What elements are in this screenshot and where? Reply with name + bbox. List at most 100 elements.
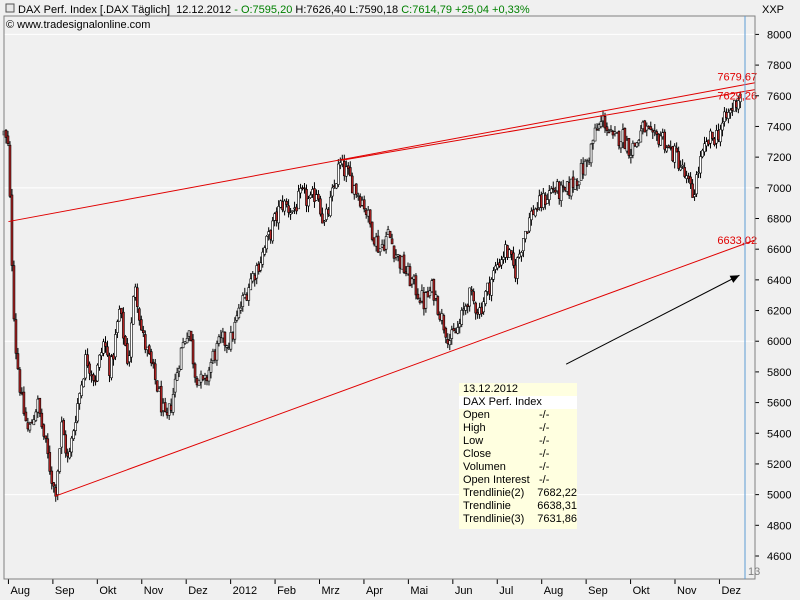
candle[interactable] [583, 158, 587, 176]
candle[interactable] [319, 195, 322, 217]
candle[interactable] [317, 190, 320, 202]
candle[interactable] [484, 289, 487, 307]
candle[interactable] [629, 148, 633, 164]
candle[interactable] [291, 210, 294, 214]
candle[interactable] [62, 418, 66, 436]
candle[interactable] [675, 142, 678, 153]
candle[interactable] [663, 129, 667, 154]
candle[interactable] [589, 143, 593, 167]
candle[interactable] [599, 115, 603, 129]
candle[interactable] [285, 198, 288, 208]
candle[interactable] [323, 220, 326, 226]
candle[interactable] [450, 325, 454, 345]
candle[interactable] [78, 392, 81, 410]
candle[interactable] [132, 295, 135, 325]
candle[interactable] [593, 123, 597, 142]
candle[interactable] [163, 397, 167, 413]
candle[interactable] [235, 310, 239, 323]
candle[interactable] [512, 246, 515, 269]
candle[interactable] [283, 199, 286, 216]
candle[interactable] [458, 318, 462, 334]
candle[interactable] [12, 260, 16, 322]
candle[interactable] [177, 365, 181, 378]
candle[interactable] [225, 344, 229, 354]
candle[interactable] [350, 172, 354, 194]
candle[interactable] [209, 358, 213, 379]
candle[interactable] [335, 183, 338, 190]
candle[interactable] [456, 320, 460, 335]
candle[interactable] [114, 329, 117, 361]
candle[interactable] [48, 445, 52, 475]
candle[interactable] [464, 303, 468, 315]
candle[interactable] [693, 189, 696, 201]
candle[interactable] [526, 231, 529, 235]
candle[interactable] [410, 277, 414, 288]
candle[interactable] [88, 361, 91, 381]
candle[interactable] [605, 122, 609, 136]
candle[interactable] [104, 336, 107, 353]
candle[interactable] [147, 344, 151, 355]
candle[interactable] [155, 380, 159, 393]
candle[interactable] [72, 429, 75, 441]
candle[interactable] [739, 91, 742, 109]
candle[interactable] [388, 230, 392, 239]
candle[interactable] [510, 250, 513, 261]
trendline[interactable] [54, 239, 756, 497]
candle[interactable] [623, 127, 627, 150]
candle[interactable] [181, 337, 185, 349]
candle[interactable] [695, 171, 698, 198]
candle[interactable] [679, 160, 682, 172]
candle[interactable] [603, 112, 607, 133]
candle[interactable] [701, 148, 704, 159]
candle[interactable] [52, 482, 56, 493]
candle[interactable] [617, 130, 621, 150]
candle[interactable] [86, 348, 89, 368]
candle[interactable] [136, 283, 139, 313]
candle[interactable] [74, 415, 77, 436]
candle[interactable] [631, 140, 635, 159]
candle[interactable] [549, 186, 553, 194]
candle[interactable] [667, 144, 670, 149]
candle[interactable] [70, 435, 73, 457]
candle[interactable] [124, 334, 127, 347]
candle[interactable] [547, 185, 551, 206]
candles[interactable] [2, 91, 742, 502]
candle[interactable] [191, 334, 195, 369]
candle[interactable] [418, 297, 422, 305]
candle[interactable] [591, 139, 595, 150]
candle[interactable] [729, 108, 732, 119]
candle[interactable] [534, 207, 537, 218]
candle[interactable] [699, 151, 702, 179]
candle[interactable] [128, 350, 131, 367]
candle[interactable] [307, 195, 310, 213]
candle[interactable] [203, 372, 207, 385]
candle[interactable] [118, 305, 121, 322]
candle[interactable] [82, 378, 85, 388]
candle[interactable] [490, 277, 493, 302]
candle[interactable] [84, 349, 87, 381]
candle[interactable] [655, 129, 659, 141]
candle[interactable] [659, 131, 663, 146]
candle[interactable] [553, 186, 557, 195]
candle[interactable] [98, 354, 101, 371]
candle[interactable] [223, 331, 227, 352]
candle[interactable] [444, 326, 448, 344]
candle[interactable] [524, 230, 527, 243]
candle[interactable] [68, 447, 71, 460]
candle[interactable] [185, 332, 189, 344]
candle[interactable] [259, 256, 263, 273]
candle[interactable] [299, 183, 302, 199]
candle[interactable] [627, 137, 631, 159]
candle[interactable] [595, 123, 599, 131]
candle[interactable] [76, 398, 79, 424]
candle[interactable] [239, 301, 243, 314]
candle[interactable] [428, 286, 432, 299]
candle[interactable] [390, 233, 394, 245]
candle[interactable] [609, 125, 613, 132]
candle[interactable] [32, 414, 36, 426]
candle[interactable] [561, 179, 565, 193]
candle[interactable] [197, 379, 201, 386]
candle[interactable] [138, 307, 141, 326]
candle[interactable] [559, 181, 563, 207]
